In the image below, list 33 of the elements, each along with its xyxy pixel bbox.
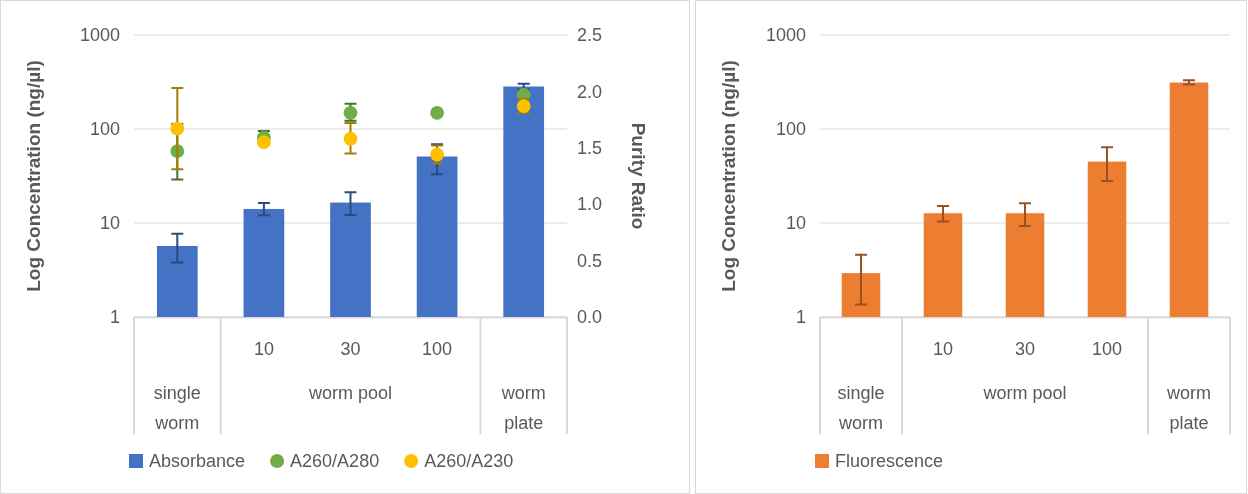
x-tick-label: 30 (340, 339, 361, 359)
x-tick-label: worm plate (500, 383, 546, 433)
y-tick-label: 10 (99, 213, 120, 234)
x-tick-label: 30 (1014, 339, 1036, 359)
y-tick-label: 1000 (765, 25, 806, 46)
x-tick-label: single worm (153, 383, 201, 433)
y2-tick-label: 1.0 (577, 194, 603, 215)
legend-label: Fluorescence (835, 451, 944, 471)
y2-tick-label: 2.5 (577, 25, 603, 46)
y2-tick-label: 2.0 (577, 81, 603, 102)
x-tick-label: 100 (1091, 339, 1123, 359)
y2-axis-title: Purity Ratio (628, 122, 649, 230)
y-axis-title: Log Concentration (ng/µl) (718, 60, 739, 292)
y-tick-label: 100 (89, 119, 120, 140)
x-tick-label: 10 (253, 339, 274, 359)
y-tick-label: 1 (795, 307, 806, 328)
y2-tick-label: 1.5 (577, 138, 603, 159)
x-tick-label: worm plate (1166, 383, 1211, 433)
x-tick-label: 10 (932, 339, 954, 359)
legend-label: Absorbance (149, 451, 246, 471)
y2-tick-label: 0.0 (577, 307, 603, 328)
text: worm pool (982, 383, 1067, 403)
y-tick-label: 100 (775, 119, 806, 140)
y-tick-label: 10 (785, 213, 806, 234)
x-tick-label: single worm (837, 383, 885, 433)
text: worm pool (307, 383, 393, 403)
y-tick-label: 1 (109, 307, 120, 328)
y-tick-label: 1000 (79, 25, 120, 46)
legend-label: A260/A230 (424, 451, 514, 471)
legend-label: A260/A280 (290, 451, 380, 471)
x-tick-label: 100 (422, 339, 453, 359)
y-axis-title: Log Concentration (ng/µl) (23, 60, 44, 292)
y2-tick-label: 0.5 (577, 250, 603, 271)
